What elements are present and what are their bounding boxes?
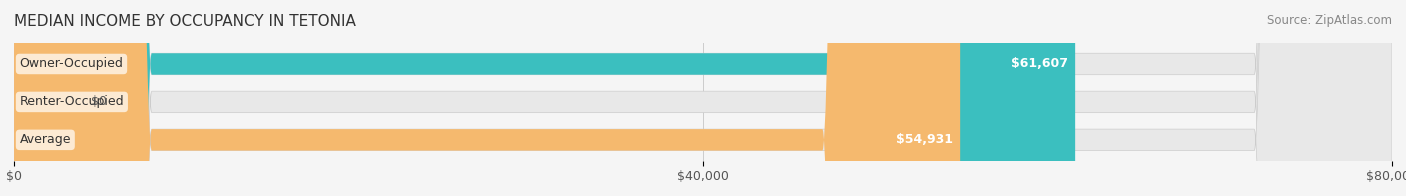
Text: $0: $0 — [91, 95, 107, 108]
Text: Average: Average — [20, 133, 72, 146]
FancyBboxPatch shape — [14, 0, 1392, 196]
FancyBboxPatch shape — [7, 0, 83, 196]
FancyBboxPatch shape — [14, 0, 1392, 196]
Text: Renter-Occupied: Renter-Occupied — [20, 95, 124, 108]
Text: $54,931: $54,931 — [896, 133, 953, 146]
Text: MEDIAN INCOME BY OCCUPANCY IN TETONIA: MEDIAN INCOME BY OCCUPANCY IN TETONIA — [14, 14, 356, 29]
Text: $61,607: $61,607 — [1011, 57, 1069, 71]
FancyBboxPatch shape — [14, 0, 1076, 196]
Text: Owner-Occupied: Owner-Occupied — [20, 57, 124, 71]
FancyBboxPatch shape — [14, 0, 960, 196]
Text: Source: ZipAtlas.com: Source: ZipAtlas.com — [1267, 14, 1392, 27]
FancyBboxPatch shape — [14, 0, 1392, 196]
